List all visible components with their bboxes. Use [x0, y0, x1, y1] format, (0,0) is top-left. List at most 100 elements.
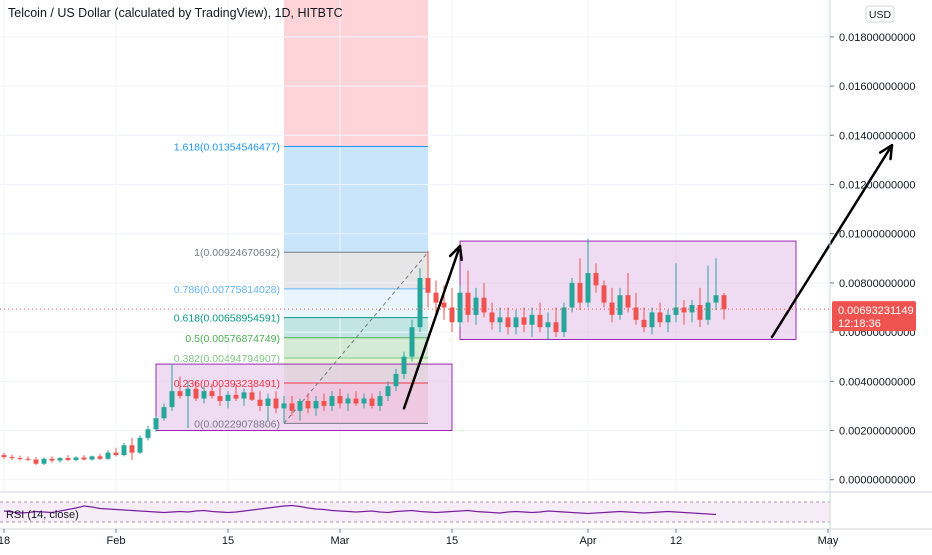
candle-body: [289, 403, 295, 411]
candle-body: [81, 457, 87, 460]
rsi-label: RSI (14, close): [6, 509, 79, 521]
current-price-value: 0.00693231149: [838, 305, 914, 317]
y-tick-label: 0.01800000000: [839, 32, 915, 44]
candle-body: [481, 297, 487, 313]
candle-body: [361, 398, 367, 404]
x-tick-label: 12: [670, 535, 682, 547]
candle-body: [41, 458, 47, 464]
candle-body: [65, 458, 71, 461]
arrow-head[interactable]: [878, 143, 894, 161]
candle-body: [49, 458, 55, 461]
fib-level-label: 0.5(0.00576874749): [185, 333, 280, 345]
candle-body: [433, 292, 439, 303]
fib-band: [284, 337, 428, 358]
candle-body: [585, 273, 591, 303]
candle-body: [497, 317, 503, 323]
candle-body: [193, 388, 199, 399]
candle-body: [225, 394, 231, 401]
candle-body: [97, 456, 103, 459]
candle-body: [113, 452, 119, 456]
candle-body: [305, 400, 311, 409]
candle-body: [321, 400, 327, 406]
candle-body: [297, 400, 303, 411]
candle-body: [17, 458, 23, 460]
candle-body: [681, 307, 687, 313]
candle-body: [369, 398, 375, 406]
candle-body: [713, 295, 719, 303]
candle-body: [633, 307, 639, 320]
candle-body: [377, 396, 383, 406]
candle-body: [265, 398, 271, 406]
y-tick-label: 0.01600000000: [839, 81, 915, 93]
candle-body: [561, 307, 567, 333]
arrow-shaft[interactable]: [402, 244, 462, 410]
candle-body: [209, 391, 215, 397]
arrow-shaft[interactable]: [770, 143, 894, 339]
candle-body: [409, 327, 415, 357]
fib-level-label: 0(0.00229078806): [194, 418, 280, 430]
candle-body: [145, 429, 151, 438]
candle-body: [281, 403, 287, 409]
candle-body: [73, 457, 79, 461]
y-tick-label: 0.01400000000: [839, 130, 915, 142]
arrows[interactable]: [402, 143, 894, 410]
current-price-tag: 0.00693231149 12:18:36: [832, 301, 916, 332]
countdown-timer: 12:18:36: [838, 318, 881, 330]
fib-level-label: 0.618(0.00658954591): [174, 313, 280, 325]
chart-title: Telcoin / US Dollar (calculated by Tradi…: [8, 6, 343, 20]
candle-body: [273, 398, 279, 409]
candle-body: [121, 445, 127, 456]
candle-body: [673, 307, 679, 315]
candle-body: [393, 373, 399, 387]
fib-lines: 1.618(0.01354546477) 1(0.00924670692) 0.78…: [174, 141, 429, 430]
candle-body: [657, 312, 663, 323]
x-tick-label: 15: [222, 535, 234, 547]
candle-body: [649, 312, 655, 328]
candles: [1, 238, 727, 465]
candle-body: [241, 392, 247, 399]
candle-body: [513, 317, 519, 328]
x-tick-label: Feb: [107, 535, 126, 547]
candle-body: [153, 418, 159, 430]
fib-level-label: 1(0.00924670692): [194, 247, 280, 259]
candle-body: [537, 314, 543, 328]
candle-body: [569, 282, 575, 308]
currency-badge[interactable]: USD: [865, 5, 895, 23]
rsi-band: [0, 502, 830, 522]
candle-body: [89, 456, 95, 460]
arrow-head[interactable]: [448, 244, 463, 262]
rsi-line: [3, 504, 717, 516]
candle-body: [577, 282, 583, 303]
candle-body: [641, 319, 647, 328]
candle-body: [129, 445, 135, 453]
candle-body: [529, 314, 535, 325]
candle-body: [593, 273, 599, 286]
fib-band: [284, 317, 428, 338]
candle-body: [233, 394, 239, 399]
candle-body: [425, 277, 431, 293]
x-tick-label: Mar: [331, 535, 350, 547]
y-tick-label: 0.01200000000: [839, 180, 915, 192]
candle-body: [601, 285, 607, 303]
candle-body: [401, 356, 407, 374]
candle-body: [521, 317, 527, 325]
candle-body: [545, 322, 551, 328]
candle-body: [201, 391, 207, 399]
candle-body: [217, 396, 223, 401]
candle-body: [33, 459, 39, 464]
fib-band: [284, 146, 428, 253]
candle-body: [185, 388, 191, 397]
candle-body: [177, 391, 183, 397]
fib-band-top: [284, 0, 428, 147]
candle-body: [665, 314, 671, 323]
x-tick-label: 15: [446, 535, 458, 547]
rsi-pane: [0, 501, 830, 523]
fib-level-label: 1.618(0.01354546477): [174, 141, 280, 153]
candle-body: [625, 295, 631, 308]
x-tick-label: 18: [0, 535, 10, 547]
candle-body: [249, 392, 255, 400]
x-axis-ticks: 18 Feb 15 Mar 15 Apr 12 May: [0, 529, 839, 547]
candle-body: [353, 398, 359, 404]
